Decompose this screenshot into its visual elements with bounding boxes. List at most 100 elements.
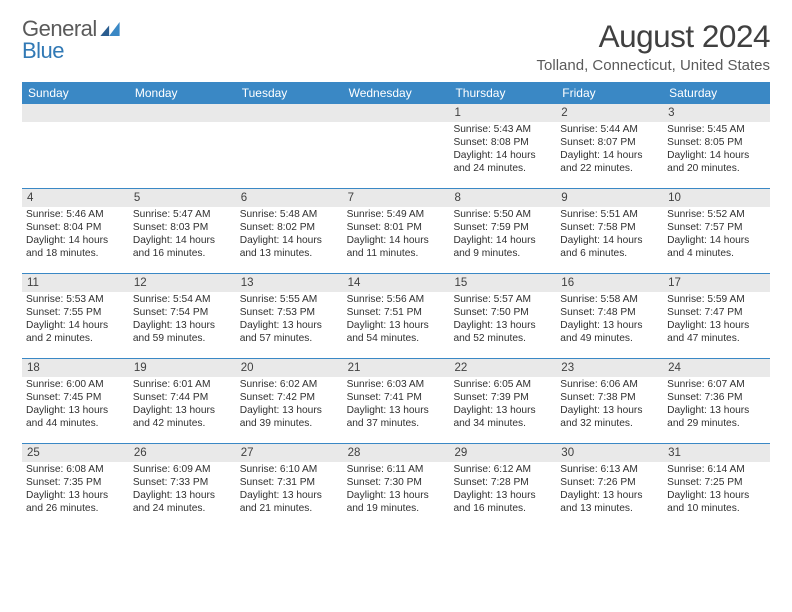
daylight1-line: Daylight: 13 hours — [347, 320, 446, 332]
sunrise-line: Sunrise: 5:47 AM — [133, 209, 232, 221]
calendar-cell: 3Sunrise: 5:45 AMSunset: 8:05 PMDaylight… — [663, 104, 770, 188]
sunrise-line: Sunrise: 5:48 AM — [240, 209, 339, 221]
day-number: 30 — [556, 444, 663, 462]
sunrise-line: Sunrise: 5:44 AM — [560, 124, 659, 136]
calendar-cell: 23Sunrise: 6:06 AMSunset: 7:38 PMDayligh… — [556, 359, 663, 443]
dayhead-tue: Tuesday — [236, 82, 343, 104]
day-number: 11 — [22, 274, 129, 292]
day-number: 29 — [449, 444, 556, 462]
sunrise-line: Sunrise: 6:13 AM — [560, 464, 659, 476]
sunrise-line: Sunrise: 6:09 AM — [133, 464, 232, 476]
sunrise-line: Sunrise: 6:05 AM — [453, 379, 552, 391]
sunset-line: Sunset: 8:03 PM — [133, 222, 232, 234]
dayhead-wed: Wednesday — [343, 82, 450, 104]
daylight2-line: and 10 minutes. — [667, 503, 766, 515]
daylight2-line: and 39 minutes. — [240, 418, 339, 430]
sunset-line: Sunset: 7:47 PM — [667, 307, 766, 319]
day-number: 22 — [449, 359, 556, 377]
sunrise-line: Sunrise: 5:53 AM — [26, 294, 125, 306]
sunrise-line: Sunrise: 6:01 AM — [133, 379, 232, 391]
sunset-line: Sunset: 7:50 PM — [453, 307, 552, 319]
sunrise-line: Sunrise: 5:56 AM — [347, 294, 446, 306]
daylight2-line: and 19 minutes. — [347, 503, 446, 515]
day-number: 2 — [556, 104, 663, 122]
daylight2-line: and 21 minutes. — [240, 503, 339, 515]
sunrise-line: Sunrise: 5:57 AM — [453, 294, 552, 306]
day-number: 7 — [343, 189, 450, 207]
calendar-cell: 28Sunrise: 6:11 AMSunset: 7:30 PMDayligh… — [343, 444, 450, 528]
logo-mark-icon — [100, 18, 120, 40]
calendar-cell — [236, 104, 343, 188]
daylight1-line: Daylight: 13 hours — [133, 490, 232, 502]
sunset-line: Sunset: 7:57 PM — [667, 222, 766, 234]
daylight1-line: Daylight: 14 hours — [26, 235, 125, 247]
daylight1-line: Daylight: 13 hours — [560, 405, 659, 417]
daylight1-line: Daylight: 13 hours — [240, 320, 339, 332]
sunset-line: Sunset: 7:54 PM — [133, 307, 232, 319]
calendar-cell: 15Sunrise: 5:57 AMSunset: 7:50 PMDayligh… — [449, 274, 556, 358]
calendar-cell: 10Sunrise: 5:52 AMSunset: 7:57 PMDayligh… — [663, 189, 770, 273]
sunrise-line: Sunrise: 6:10 AM — [240, 464, 339, 476]
brand-part2: Blue — [22, 40, 64, 62]
day-number: 14 — [343, 274, 450, 292]
sunrise-line: Sunrise: 5:51 AM — [560, 209, 659, 221]
daylight2-line: and 24 minutes. — [453, 163, 552, 175]
day-number: 24 — [663, 359, 770, 377]
daylight2-line: and 9 minutes. — [453, 248, 552, 260]
day-number: 4 — [22, 189, 129, 207]
day-number — [129, 104, 236, 122]
sunset-line: Sunset: 7:28 PM — [453, 477, 552, 489]
calendar-cell: 5Sunrise: 5:47 AMSunset: 8:03 PMDaylight… — [129, 189, 236, 273]
daylight2-line: and 16 minutes. — [133, 248, 232, 260]
week-row: 4Sunrise: 5:46 AMSunset: 8:04 PMDaylight… — [22, 189, 770, 274]
calendar: Sunday Monday Tuesday Wednesday Thursday… — [22, 82, 770, 528]
sunset-line: Sunset: 7:30 PM — [347, 477, 446, 489]
daylight2-line: and 34 minutes. — [453, 418, 552, 430]
daylight1-line: Daylight: 13 hours — [560, 320, 659, 332]
sunrise-line: Sunrise: 5:49 AM — [347, 209, 446, 221]
day-number: 23 — [556, 359, 663, 377]
day-number: 15 — [449, 274, 556, 292]
sunrise-line: Sunrise: 5:43 AM — [453, 124, 552, 136]
daylight2-line: and 37 minutes. — [347, 418, 446, 430]
daylight1-line: Daylight: 13 hours — [347, 490, 446, 502]
calendar-cell: 20Sunrise: 6:02 AMSunset: 7:42 PMDayligh… — [236, 359, 343, 443]
day-number: 12 — [129, 274, 236, 292]
sunrise-line: Sunrise: 5:59 AM — [667, 294, 766, 306]
daylight2-line: and 29 minutes. — [667, 418, 766, 430]
calendar-cell: 2Sunrise: 5:44 AMSunset: 8:07 PMDaylight… — [556, 104, 663, 188]
sunset-line: Sunset: 7:33 PM — [133, 477, 232, 489]
day-number: 3 — [663, 104, 770, 122]
sunrise-line: Sunrise: 6:11 AM — [347, 464, 446, 476]
sunrise-line: Sunrise: 6:00 AM — [26, 379, 125, 391]
daylight1-line: Daylight: 14 hours — [560, 150, 659, 162]
daylight1-line: Daylight: 14 hours — [26, 320, 125, 332]
day-number: 1 — [449, 104, 556, 122]
daylight1-line: Daylight: 14 hours — [667, 150, 766, 162]
calendar-cell: 7Sunrise: 5:49 AMSunset: 8:01 PMDaylight… — [343, 189, 450, 273]
calendar-cell: 19Sunrise: 6:01 AMSunset: 7:44 PMDayligh… — [129, 359, 236, 443]
daylight2-line: and 2 minutes. — [26, 333, 125, 345]
daylight1-line: Daylight: 14 hours — [240, 235, 339, 247]
sunrise-line: Sunrise: 6:06 AM — [560, 379, 659, 391]
dayhead-sat: Saturday — [663, 82, 770, 104]
sunset-line: Sunset: 8:04 PM — [26, 222, 125, 234]
day-number: 8 — [449, 189, 556, 207]
calendar-cell: 25Sunrise: 6:08 AMSunset: 7:35 PMDayligh… — [22, 444, 129, 528]
daylight1-line: Daylight: 13 hours — [667, 490, 766, 502]
calendar-cell: 22Sunrise: 6:05 AMSunset: 7:39 PMDayligh… — [449, 359, 556, 443]
daylight1-line: Daylight: 13 hours — [133, 320, 232, 332]
day-number: 31 — [663, 444, 770, 462]
week-row: 25Sunrise: 6:08 AMSunset: 7:35 PMDayligh… — [22, 444, 770, 528]
daylight2-line: and 44 minutes. — [26, 418, 125, 430]
sunset-line: Sunset: 7:42 PM — [240, 392, 339, 404]
sunrise-line: Sunrise: 5:58 AM — [560, 294, 659, 306]
sunset-line: Sunset: 7:31 PM — [240, 477, 339, 489]
calendar-cell: 14Sunrise: 5:56 AMSunset: 7:51 PMDayligh… — [343, 274, 450, 358]
day-number — [343, 104, 450, 122]
sunset-line: Sunset: 7:59 PM — [453, 222, 552, 234]
day-number: 9 — [556, 189, 663, 207]
daylight1-line: Daylight: 13 hours — [240, 405, 339, 417]
dayhead-sun: Sunday — [22, 82, 129, 104]
title-block: August 2024 Tolland, Connecticut, United… — [537, 18, 770, 74]
